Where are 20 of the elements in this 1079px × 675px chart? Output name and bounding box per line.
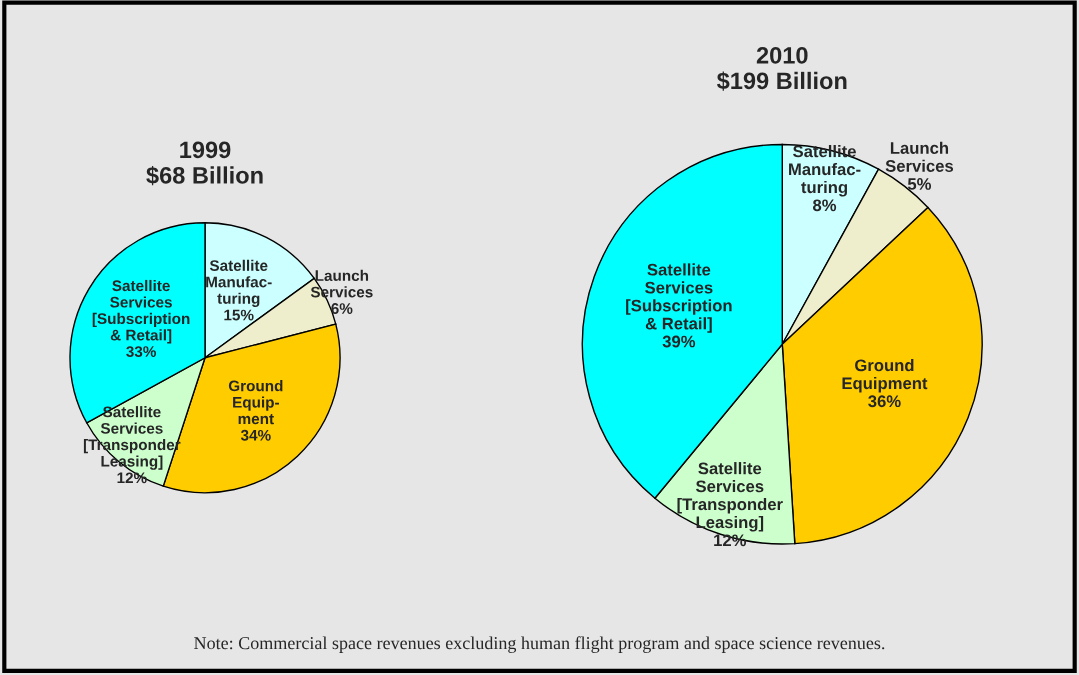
data-label: 12% <box>117 472 147 484</box>
slice-label: Ground Equipment <box>842 358 928 393</box>
data-label: 8% <box>812 199 837 212</box>
data-label: 33% <box>126 346 156 357</box>
data-label: 6% <box>331 303 353 314</box>
slice-label: Launch Services <box>885 141 954 172</box>
slice-label: Satellite Services [Subscription & Retail] <box>92 279 190 344</box>
data-label: 36% <box>868 395 901 408</box>
slice-label: Satellite Services [Transponder Leasing] <box>677 462 783 532</box>
text: Note: Commercial space revenues excluding human flight program and space science revenues. <box>194 636 885 653</box>
data-label: 12% <box>714 534 747 547</box>
data-label: 5% <box>907 178 932 190</box>
chart-title: 2010 $199 Billion <box>716 47 847 91</box>
data-label: 15% <box>224 309 254 321</box>
chart-title: 1999 $68 Billion <box>146 141 263 186</box>
slice-label: Satellite Services [Subscription & Retail] <box>626 263 732 333</box>
slice-label: Satellite Manufac- turing <box>206 259 272 307</box>
data-label: 39% <box>662 335 696 348</box>
data-label: 34% <box>240 429 271 441</box>
slice-label: Ground Equip- ment <box>228 380 283 425</box>
